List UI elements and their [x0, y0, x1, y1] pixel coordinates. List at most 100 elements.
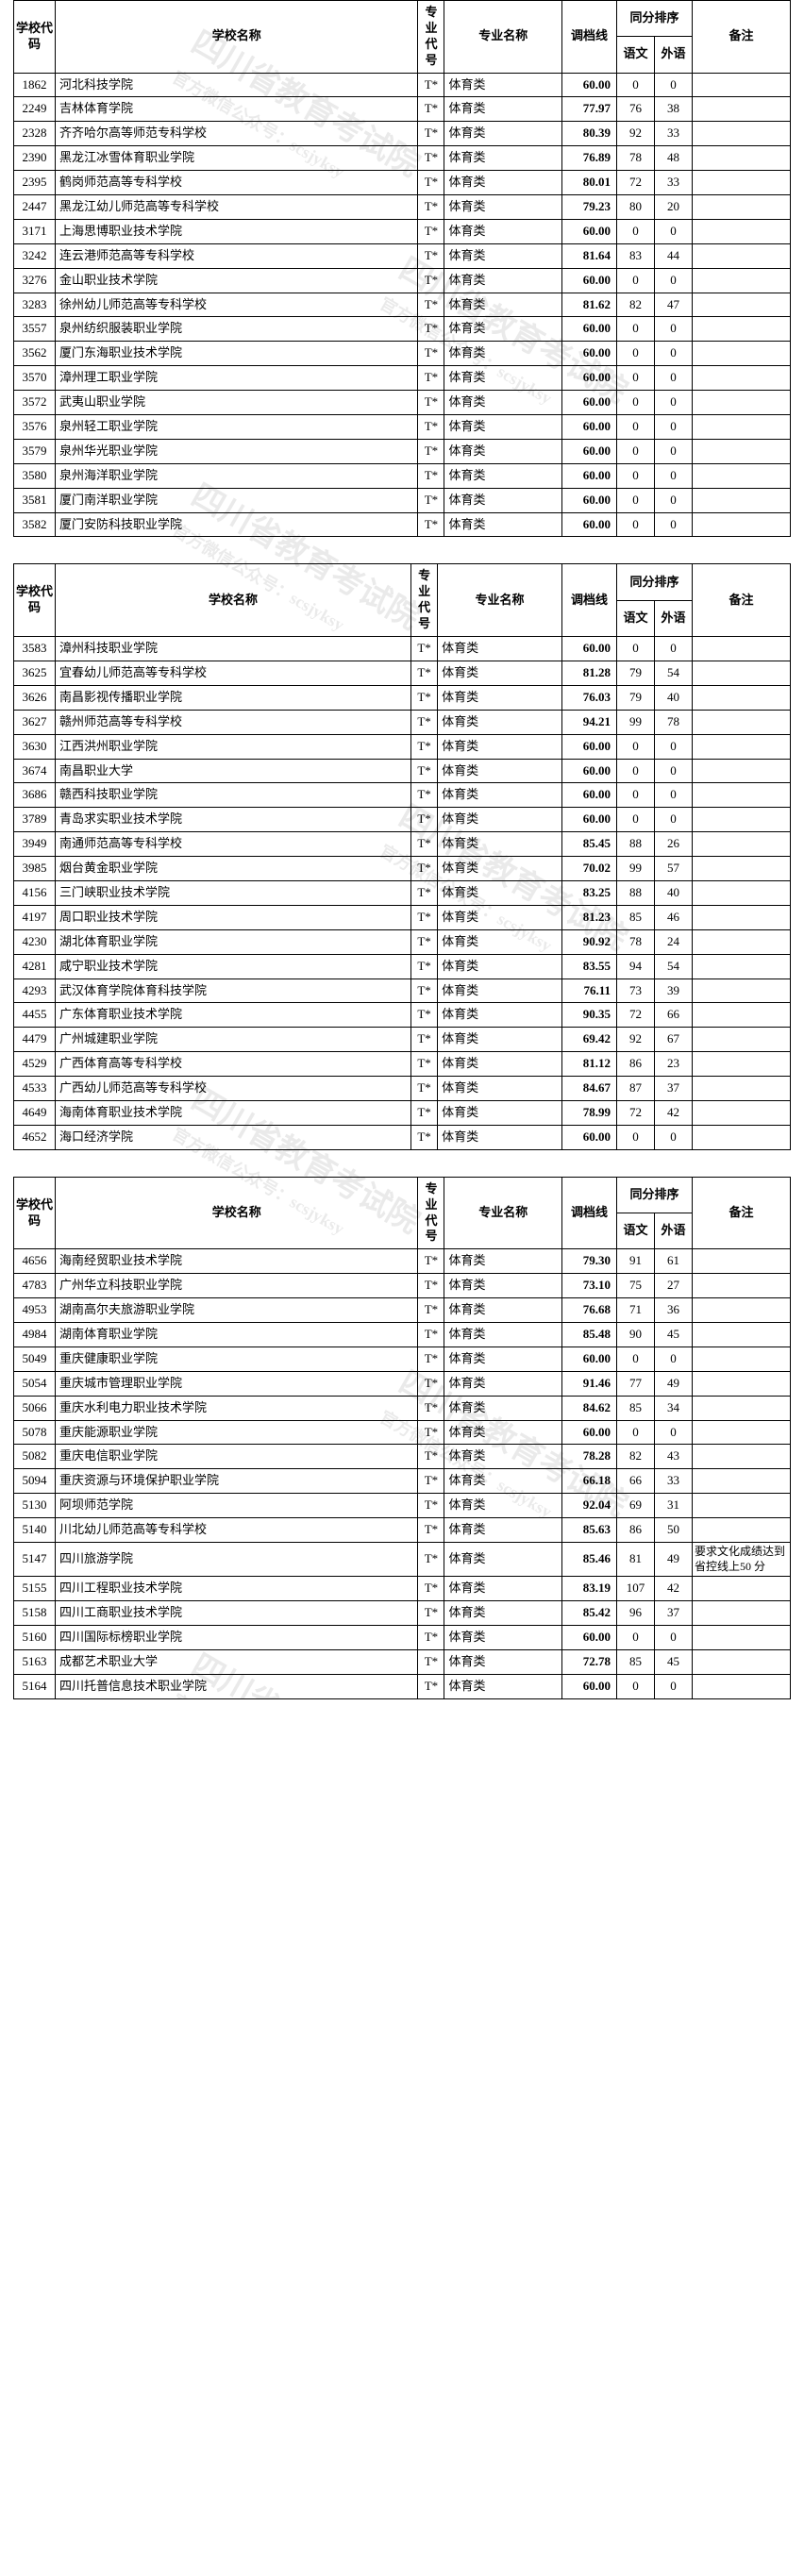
cell-note: [693, 195, 791, 220]
cell-cutoff: 60.00: [562, 1347, 617, 1371]
cell-foreign: 45: [655, 1322, 693, 1347]
cell-school-code: 3572: [14, 391, 56, 415]
cell-major-name: 体育类: [444, 1674, 562, 1698]
cell-note: [693, 463, 791, 488]
cell-cutoff: 60.00: [562, 734, 617, 759]
cell-school-name: 重庆资源与环境保护职业学院: [56, 1469, 418, 1494]
cell-major-code: T*: [418, 317, 444, 342]
cell-cutoff: 94.21: [562, 710, 617, 734]
cell-note: [693, 857, 791, 881]
cell-note: [693, 122, 791, 146]
cell-note: [693, 1445, 791, 1469]
col-header: 专业名称: [438, 564, 562, 637]
cell-school-code: 3570: [14, 366, 56, 391]
cell-school-name: 黑龙江冰雪体育职业学院: [56, 146, 418, 171]
cell-school-name: 川北幼儿师范高等专科学校: [56, 1518, 418, 1543]
cell-note: [693, 1371, 791, 1396]
cell-cutoff: 80.01: [562, 171, 617, 195]
cell-school-code: 3625: [14, 661, 56, 685]
table-row: 4479广州城建职业学院T*体育类69.429267: [14, 1028, 791, 1052]
cell-school-name: 上海思博职业技术学院: [56, 219, 418, 243]
table-row: 5155四川工程职业技术学院T*体育类83.1910742: [14, 1577, 791, 1601]
cell-note: [693, 1249, 791, 1274]
cell-foreign: 33: [655, 122, 693, 146]
col-header: 外语: [655, 1213, 693, 1249]
cell-school-name: 金山职业技术学院: [56, 268, 418, 293]
cell-school-name: 泉州纺织服装职业学院: [56, 317, 418, 342]
table-row: 5164四川托普信息技术职业学院T*体育类60.0000: [14, 1674, 791, 1698]
cell-foreign: 47: [655, 293, 693, 317]
cell-major-code: T*: [418, 1469, 444, 1494]
cell-major-name: 体育类: [444, 243, 562, 268]
cell-major-name: 体育类: [444, 73, 562, 97]
cell-school-name: 赣州师范高等专科学校: [56, 710, 411, 734]
cell-note: [693, 1674, 791, 1698]
table-row: 4281咸宁职业技术学院T*体育类83.559454: [14, 954, 791, 979]
cell-major-name: 体育类: [438, 1077, 562, 1101]
cell-foreign: 48: [655, 146, 693, 171]
cell-school-name: 厦门安防科技职业学院: [56, 512, 418, 537]
cell-note: [693, 1577, 791, 1601]
cell-school-code: 5158: [14, 1601, 56, 1626]
cell-major-code: T*: [418, 243, 444, 268]
cell-school-name: 赣西科技职业学院: [56, 783, 411, 808]
cell-cutoff: 76.03: [562, 685, 617, 710]
cell-school-code: 3627: [14, 710, 56, 734]
cell-school-name: 齐齐哈尔高等师范专科学校: [56, 122, 418, 146]
table-row: 5163成都艺术职业大学T*体育类72.788545: [14, 1649, 791, 1674]
table-row: 5049重庆健康职业学院T*体育类60.0000: [14, 1347, 791, 1371]
cell-major-name: 体育类: [444, 1322, 562, 1347]
cell-school-code: 2395: [14, 171, 56, 195]
cell-chinese: 80: [617, 195, 655, 220]
col-header: 备注: [693, 1, 791, 74]
cell-major-code: T*: [411, 954, 438, 979]
table-row: 4230湖北体育职业学院T*体育类90.927824: [14, 929, 791, 954]
table-row: 5078重庆能源职业学院T*体育类60.0000: [14, 1420, 791, 1445]
cell-major-code: T*: [411, 808, 438, 832]
cell-major-name: 体育类: [444, 122, 562, 146]
cell-note: [693, 366, 791, 391]
cell-chinese: 0: [617, 783, 655, 808]
cell-cutoff: 60.00: [562, 1674, 617, 1698]
cell-school-code: 3580: [14, 463, 56, 488]
cell-note: [693, 243, 791, 268]
cell-major-name: 体育类: [438, 1125, 562, 1149]
cell-major-name: 体育类: [444, 488, 562, 512]
cell-cutoff: 60.00: [562, 759, 617, 783]
cell-foreign: 0: [655, 734, 693, 759]
cell-chinese: 0: [617, 1420, 655, 1445]
cell-foreign: 57: [655, 857, 693, 881]
table-row: 3626南昌影视传播职业学院T*体育类76.037940: [14, 685, 791, 710]
cell-foreign: 0: [655, 342, 693, 366]
cell-school-code: 5094: [14, 1469, 56, 1494]
col-header: 学校代码: [14, 564, 56, 637]
table-row: 5158四川工商职业技术学院T*体育类85.429637: [14, 1601, 791, 1626]
col-header: 调档线: [562, 1, 617, 74]
cell-chinese: 88: [617, 880, 655, 905]
cell-foreign: 0: [655, 1420, 693, 1445]
cell-foreign: 49: [655, 1543, 693, 1577]
cell-note: [693, 293, 791, 317]
cell-chinese: 82: [617, 1445, 655, 1469]
cell-major-code: T*: [418, 512, 444, 537]
cell-chinese: 0: [617, 1625, 655, 1649]
table-row: 4197周口职业技术学院T*体育类81.238546: [14, 905, 791, 929]
cell-school-name: 周口职业技术学院: [56, 905, 411, 929]
cell-school-name: 湖南高尔夫旅游职业学院: [56, 1298, 418, 1323]
cell-school-name: 漳州理工职业学院: [56, 366, 418, 391]
table-row: 4156三门峡职业技术学院T*体育类83.258840: [14, 880, 791, 905]
cell-school-code: 3581: [14, 488, 56, 512]
cell-foreign: 0: [655, 512, 693, 537]
cell-major-code: T*: [418, 219, 444, 243]
cell-foreign: 49: [655, 1371, 693, 1396]
cell-cutoff: 76.89: [562, 146, 617, 171]
cell-major-code: T*: [411, 905, 438, 929]
cell-school-name: 咸宁职业技术学院: [56, 954, 411, 979]
cell-school-code: 4533: [14, 1077, 56, 1101]
cell-school-name: 泉州华光职业学院: [56, 439, 418, 463]
table-row: 3580泉州海洋职业学院T*体育类60.0000: [14, 463, 791, 488]
cell-major-code: T*: [418, 1518, 444, 1543]
cell-foreign: 20: [655, 195, 693, 220]
cell-major-name: 体育类: [444, 219, 562, 243]
cell-chinese: 91: [617, 1249, 655, 1274]
